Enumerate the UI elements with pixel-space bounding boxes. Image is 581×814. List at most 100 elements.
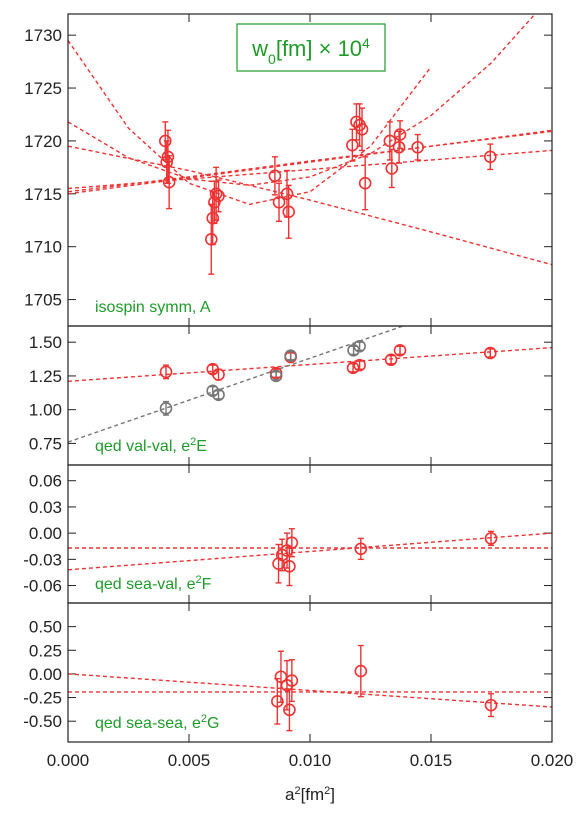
data-point [212,388,225,402]
data-marker [353,339,366,353]
data-marker [209,187,223,201]
panel-2: 0.75 1.00 1.25 1.50 qed val-val, e2E [29,325,553,466]
data-point [272,182,286,222]
panel-1: 1705 1710 1715 1720 1725 1730 isospin symm, A w… [24,13,553,327]
data-marker [353,358,366,372]
data-marker [160,155,174,169]
data-point [282,184,296,239]
data-marker [159,402,173,415]
data-marker [483,346,497,360]
data-point [383,121,397,161]
data-point [271,677,284,725]
data-marker [268,169,282,183]
data-point [358,156,372,211]
title-box [236,23,386,72]
data-point [483,346,497,360]
chart-panels: 1705 1710 1715 1720 1725 1730 isospin symm, A w… [23,13,553,743]
data-marker [285,536,299,550]
fit-curve [68,326,406,443]
fit-curve [68,346,552,382]
data-marker [346,361,360,375]
y-tick-label: 1730 [24,26,62,45]
data-point [285,659,299,703]
data-marker [283,560,296,573]
y-tick-label: 1725 [24,79,62,98]
data-marker [269,369,283,383]
data-point [280,169,294,218]
y-tick-label: -0.25 [23,689,62,708]
y-tick-label: 1705 [24,291,62,310]
fit-curve [68,40,432,206]
y-tick-label: 1.25 [29,367,62,386]
data-marker [280,187,294,201]
x-tick-label: 0.020 [531,751,574,770]
fit-curve [68,532,552,571]
data-point [392,130,406,164]
panel-3: -0.06 -0.03 0.00 0.03 0.06 qed sea-val, e2F [23,464,553,604]
data-point [411,133,424,161]
data-point [484,530,498,547]
data-marker [158,134,172,148]
data-marker [354,542,368,556]
data-point [283,688,296,732]
fit-curve [68,14,536,187]
y-tick-label: 0.75 [29,434,62,453]
data-marker [284,349,297,362]
data-marker [484,532,498,545]
data-marker [393,343,407,357]
data-point [354,644,368,698]
panel-4: -0.50 -0.25 0.00 0.25 0.50 qed sea-sea, e2G [23,602,553,743]
data-marker [212,388,225,402]
data-marker [354,664,368,678]
y-tick-label: -0.03 [23,550,62,569]
data-marker [346,138,359,152]
data-marker [484,698,498,712]
data-point [346,128,359,162]
data-marker [212,189,225,203]
fit-curve [68,149,552,190]
data-marker [283,703,296,717]
y-tick-label: 1710 [24,238,62,257]
data-point [159,400,173,416]
y-tick-label: 1.00 [29,401,62,420]
data-marker [271,695,284,708]
data-marker [159,365,173,379]
data-point [393,343,407,357]
panel-label: qed sea-val, e2F [95,574,212,593]
x-tick-label: 0.005 [168,751,211,770]
data-marker [212,368,225,381]
y-tick-label: 0.00 [29,524,62,543]
data-marker [272,195,286,209]
y-tick-label: 0.50 [29,618,62,637]
data-marker [161,150,175,164]
y-tick-label: 0.00 [29,665,62,684]
data-marker [384,353,398,367]
fit-curve [68,145,552,266]
data-marker [411,140,424,154]
y-tick-label: 1715 [24,185,62,204]
panel-frame [67,602,553,743]
x-tick-label: 0.015 [410,751,453,770]
data-marker [285,674,299,687]
data-point [284,349,297,362]
data-marker [385,162,399,175]
data-marker [162,175,176,189]
data-marker [483,150,497,164]
data-point [393,120,407,150]
x-tick-label: 0.000 [47,751,90,770]
y-tick-label: 0.03 [29,498,62,517]
chart-title: w0[fm] × 104 [251,35,370,67]
panel-label: qed val-val, e2E [95,436,207,455]
y-tick-label: 1.50 [29,333,62,352]
data-point [159,364,173,380]
y-tick-label: 0.06 [29,472,62,491]
data-point [161,129,175,184]
data-point [353,358,366,372]
data-point [354,537,368,561]
y-tick-label: -0.06 [23,577,62,596]
data-marker [355,122,369,136]
data-marker [358,176,372,190]
panel-label: isospin symm, A [95,299,211,316]
data-marker [383,134,397,148]
